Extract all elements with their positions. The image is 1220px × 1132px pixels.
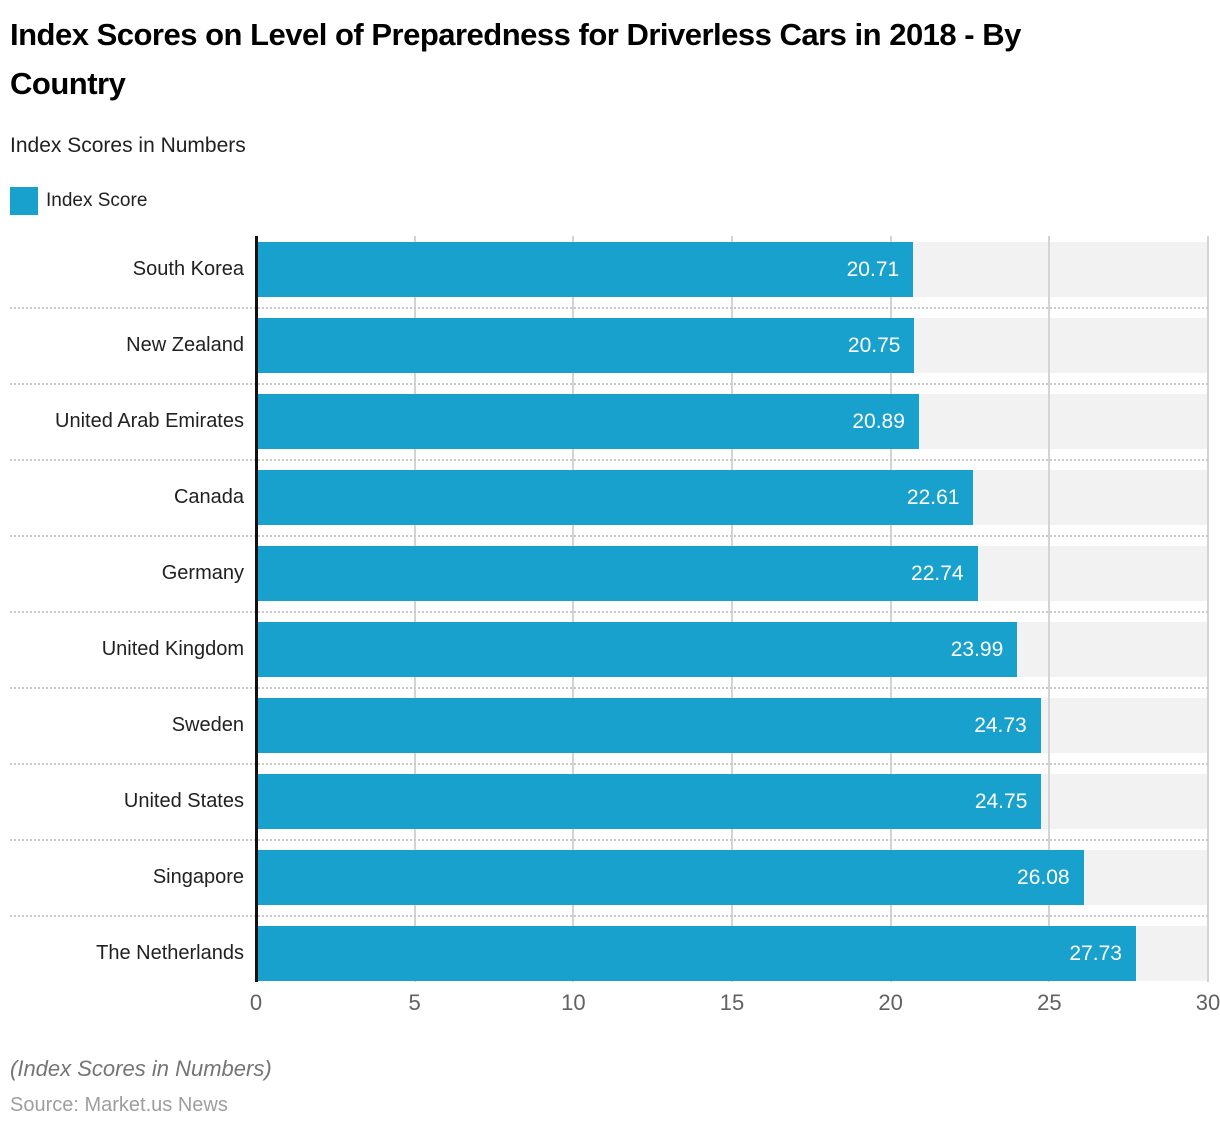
vertical-gridline — [731, 236, 733, 982]
bar-germany: 22.74 — [256, 546, 978, 601]
legend: Index Score — [10, 187, 147, 215]
row-separator — [10, 687, 1208, 689]
bar-value-label: 27.73 — [1069, 941, 1122, 965]
plot-area: 20.71 South Korea 20.75 New Zealand 20.89 Uni… — [0, 236, 1220, 982]
vertical-gridline — [1207, 236, 1209, 982]
category-label: United States — [123, 790, 244, 812]
bar-the-netherlands: 27.73 — [256, 926, 1136, 981]
vertical-gridline — [572, 236, 575, 982]
bar-united-arab-emirates: 20.89 — [256, 394, 919, 449]
category-label: Sweden — [171, 714, 244, 736]
footer-note: (Index Scores in Numbers) — [10, 1056, 272, 1081]
category-label: United Kingdom — [101, 638, 244, 660]
x-tick-label: 10 — [561, 990, 586, 1015]
row-separator — [10, 459, 1208, 461]
category-label: New Zealand — [126, 334, 244, 356]
bar-value-label: 23.99 — [950, 637, 1004, 661]
bar-value-label: 24.73 — [974, 713, 1027, 737]
bar-united-states: 24.75 — [256, 774, 1042, 829]
x-tick-label: 25 — [1037, 990, 1062, 1015]
y-axis-line — [255, 236, 258, 982]
bar-new-zealand: 20.75 — [256, 318, 915, 373]
legend-label: Index Score — [46, 190, 148, 211]
category-label: South Korea — [132, 258, 244, 280]
bar-united-kingdom: 23.99 — [256, 622, 1018, 677]
bar-value-label: 26.08 — [1017, 865, 1070, 889]
category-label: The Netherlands — [96, 942, 244, 964]
row-separator — [10, 763, 1208, 765]
bar-south-korea: 20.71 — [256, 242, 914, 297]
bar-value-label: 22.74 — [911, 561, 964, 585]
bar-value-label: 24.75 — [974, 789, 1028, 813]
bar-value-label: 20.71 — [846, 257, 900, 281]
bar-sweden: 24.73 — [256, 698, 1041, 753]
chart-subtitle: Index Scores in Numbers — [10, 134, 246, 157]
category-label: Canada — [173, 486, 244, 508]
vertical-gridline — [889, 236, 892, 982]
x-axis: 0 5 10 15 20 25 30 — [0, 990, 1220, 1020]
vertical-gridline — [413, 236, 416, 982]
category-label: United Arab Emirates — [55, 410, 244, 432]
footer-source: Source: Market.us News — [10, 1094, 228, 1116]
row-separator — [10, 307, 1208, 309]
x-tick-label: 5 — [408, 990, 421, 1015]
x-tick-label: 0 — [249, 990, 263, 1015]
x-tick-label: 20 — [878, 990, 903, 1015]
bar-singapore: 26.08 — [256, 850, 1084, 905]
chart-title: Index Scores on Level of Preparedness fo… — [10, 17, 1021, 101]
bar-value-label: 20.89 — [852, 409, 905, 433]
x-tick-label: 30 — [1195, 990, 1220, 1015]
row-separator — [10, 839, 1208, 841]
row-separator — [10, 383, 1208, 385]
x-tick-label: 15 — [719, 990, 745, 1015]
category-label: Germany — [161, 562, 244, 584]
row-separator — [10, 915, 1208, 917]
row-separator — [10, 611, 1208, 613]
row-separator — [10, 535, 1208, 537]
legend-swatch-icon — [10, 187, 38, 215]
vertical-gridline — [1048, 236, 1051, 982]
bar-canada: 22.61 — [256, 470, 974, 525]
category-label: Singapore — [152, 866, 244, 888]
bar-value-label: 20.75 — [847, 333, 901, 357]
bar-value-label: 22.61 — [906, 485, 960, 509]
